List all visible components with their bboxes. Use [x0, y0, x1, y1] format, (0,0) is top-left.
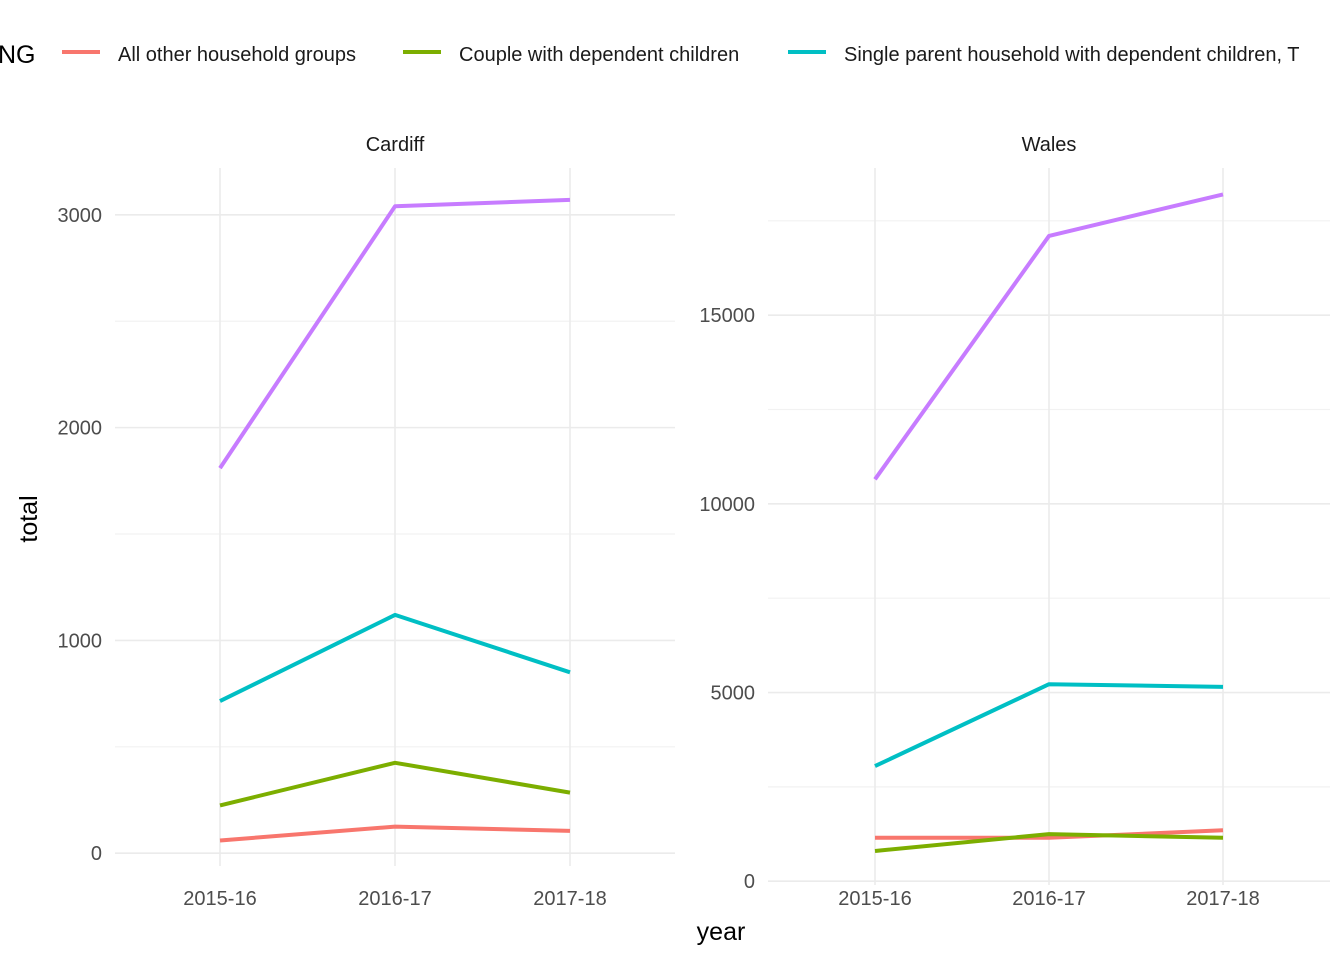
- series-line-cardiff-3: [219, 760, 571, 808]
- grid-wales: [768, 168, 1330, 885]
- y-tick-label: 0: [91, 843, 102, 865]
- legend-title: NG: [0, 41, 36, 69]
- x-tick-label: 2017-18: [533, 888, 606, 910]
- y-tick-label: 2000: [58, 418, 103, 440]
- y-tick-label: 3000: [58, 205, 103, 227]
- panels: 0 1000 2000 3000 2015-16 2016-17 2017-18 Cardif…: [58, 134, 1330, 910]
- series-line-cardiff-1: [218, 197, 571, 470]
- legend-label-3: Single parent household with dependent c…: [844, 44, 1300, 66]
- x-tick-label: 2015-16: [183, 888, 256, 910]
- y-tick-label: 15000: [699, 305, 755, 327]
- legend-label-1: All other household groups: [118, 44, 356, 66]
- x-tick-label: 2016-17: [1012, 888, 1085, 910]
- y-tick-label: 10000: [699, 494, 755, 516]
- x-tick-label: 2017-18: [1186, 888, 1259, 910]
- series-line-wales-3: [875, 828, 1224, 840]
- x-tick-label: 2016-17: [358, 888, 431, 910]
- panel-wales: 0 5000 10000 15000 2015-16 2016-17 2017-18 Wale…: [699, 134, 1330, 910]
- panel-title-wales: Wales: [1022, 134, 1077, 156]
- series-line-wales-2: [874, 682, 1224, 768]
- panel-title-cardiff: Cardiff: [366, 134, 425, 156]
- x-axis-title: year: [697, 918, 746, 946]
- legend: NG All other household groups Couple with…: [0, 41, 1300, 69]
- y-tick-label: 5000: [711, 683, 756, 705]
- series-line-cardiff-4: [219, 824, 571, 843]
- series-line-cardiff-2: [219, 612, 571, 703]
- legend-label-2: Couple with dependent children: [459, 44, 739, 66]
- panel-cardiff: 0 1000 2000 3000 2015-16 2016-17 2017-18 Cardif…: [58, 134, 675, 910]
- series-line-wales-1: [873, 192, 1224, 481]
- grid-cardiff: [115, 168, 675, 866]
- y-tick-label: 0: [744, 871, 755, 893]
- y-tick-label: 1000: [58, 630, 103, 652]
- series-line-wales-4: [874, 832, 1224, 853]
- x-tick-label: 2015-16: [838, 888, 911, 910]
- y-axis-title: total: [15, 495, 43, 542]
